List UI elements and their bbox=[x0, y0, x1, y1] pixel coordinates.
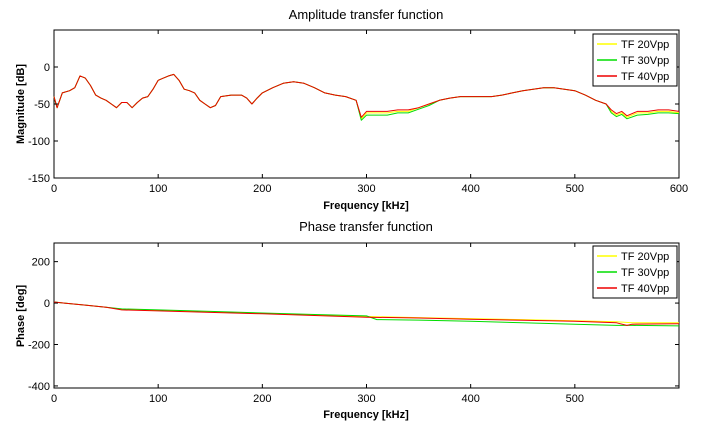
x-axis-label: Frequency [kHz] bbox=[323, 200, 409, 212]
x-axis: 0 100 200 300 400 500 600 bbox=[51, 30, 688, 195]
y-tick-label: -50 bbox=[34, 99, 50, 111]
phase-chart: Phase transfer function 0 100 200 300 400 500… bbox=[15, 219, 680, 421]
y-axis: -400 -200 0 200 bbox=[28, 257, 679, 393]
legend-label-tf-40vpp: TF 40Vpp bbox=[621, 283, 669, 295]
x-tick-label: 300 bbox=[357, 393, 375, 405]
x-axis-label: Frequency [kHz] bbox=[323, 409, 409, 421]
x-tick-label: 0 bbox=[51, 183, 57, 195]
y-tick-label: -150 bbox=[28, 173, 50, 185]
legend-label-tf-40vpp: TF 40Vpp bbox=[621, 71, 669, 83]
x-tick-label: 500 bbox=[566, 183, 584, 195]
y-tick-label: 200 bbox=[32, 257, 50, 269]
y-tick-label: -200 bbox=[28, 340, 50, 352]
series-line-tf-40vpp bbox=[53, 301, 680, 326]
x-axis: 0 100 200 300 400 500 bbox=[51, 243, 584, 405]
x-tick-label: 100 bbox=[149, 183, 167, 195]
y-tick-label: -100 bbox=[28, 136, 50, 148]
legend: TF 20Vpp TF 30Vpp TF 40Vpp bbox=[592, 33, 678, 87]
y-tick-label: -400 bbox=[28, 381, 50, 393]
y-axis: -150 -100 -50 0 bbox=[28, 62, 679, 185]
legend-label-tf-20vpp: TF 20Vpp bbox=[621, 39, 669, 51]
chart-title: Amplitude transfer function bbox=[289, 7, 444, 22]
x-tick-label: 200 bbox=[253, 393, 271, 405]
y-axis-label: Magnitude [dB] bbox=[15, 64, 27, 144]
legend-label-tf-20vpp: TF 20Vpp bbox=[621, 251, 669, 263]
x-tick-label: 0 bbox=[51, 393, 57, 405]
y-tick-label: 0 bbox=[44, 298, 50, 310]
amplitude-chart: Amplitude transfer function 0 100 200 300 40… bbox=[15, 7, 688, 212]
x-tick-label: 600 bbox=[670, 183, 688, 195]
y-axis-label: Phase [deg] bbox=[15, 284, 27, 347]
legend-label-tf-30vpp: TF 30Vpp bbox=[621, 267, 669, 279]
chart-title: Phase transfer function bbox=[299, 219, 433, 234]
x-tick-label: 400 bbox=[461, 183, 479, 195]
legend-label-tf-30vpp: TF 30Vpp bbox=[621, 55, 669, 67]
legend: TF 20Vpp TF 30Vpp TF 40Vpp bbox=[592, 245, 678, 299]
x-tick-label: 100 bbox=[149, 393, 167, 405]
x-tick-label: 200 bbox=[253, 183, 271, 195]
x-tick-label: 400 bbox=[461, 393, 479, 405]
plot-frame bbox=[53, 29, 680, 179]
y-tick-label: 0 bbox=[44, 62, 50, 74]
series-layer bbox=[53, 73, 680, 121]
series-line-tf-40vpp bbox=[53, 73, 680, 118]
series-layer bbox=[53, 301, 680, 327]
x-tick-label: 300 bbox=[357, 183, 375, 195]
x-tick-label: 500 bbox=[566, 393, 584, 405]
